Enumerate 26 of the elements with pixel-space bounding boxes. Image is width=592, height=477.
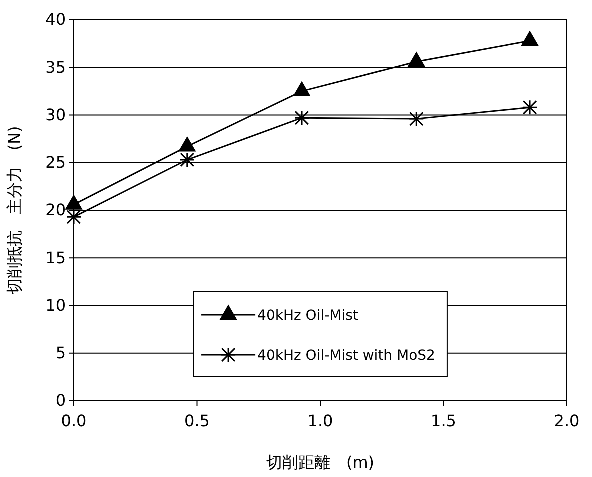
y-tick-label: 40: [46, 10, 66, 30]
x-tick-label: 2.0: [554, 412, 580, 431]
y-tick-label: 20: [46, 200, 66, 220]
legend-label: 40kHz Oil-Mist with MoS2: [258, 348, 436, 364]
point: [294, 110, 310, 126]
x-tick-label: 1.0: [308, 412, 334, 431]
point: [408, 52, 426, 68]
x-tick-label: 0.0: [61, 412, 87, 431]
y-tick-label: 5: [56, 343, 66, 362]
y-tick-label: 10: [46, 296, 66, 315]
x-tick-label: 0.5: [184, 412, 210, 431]
point: [522, 31, 538, 46]
y-tick-label: 0: [56, 391, 66, 410]
y-axis-title: 切削抵抗 主分力 (N): [5, 126, 24, 295]
point: [294, 82, 310, 97]
x-axis-title: 切削距離 (m): [266, 453, 375, 472]
legend-label: 40kHz Oil-Mist: [258, 308, 359, 324]
point: [522, 100, 538, 116]
point: [66, 209, 82, 225]
point: [408, 111, 424, 127]
y-tick-label: 30: [46, 105, 66, 124]
y-tick-label: 15: [46, 248, 66, 268]
x-tick-label: 1.5: [431, 412, 456, 431]
point: [180, 152, 196, 168]
y-tick-label: 25: [46, 152, 66, 172]
y-tick-label: 35: [46, 58, 66, 77]
